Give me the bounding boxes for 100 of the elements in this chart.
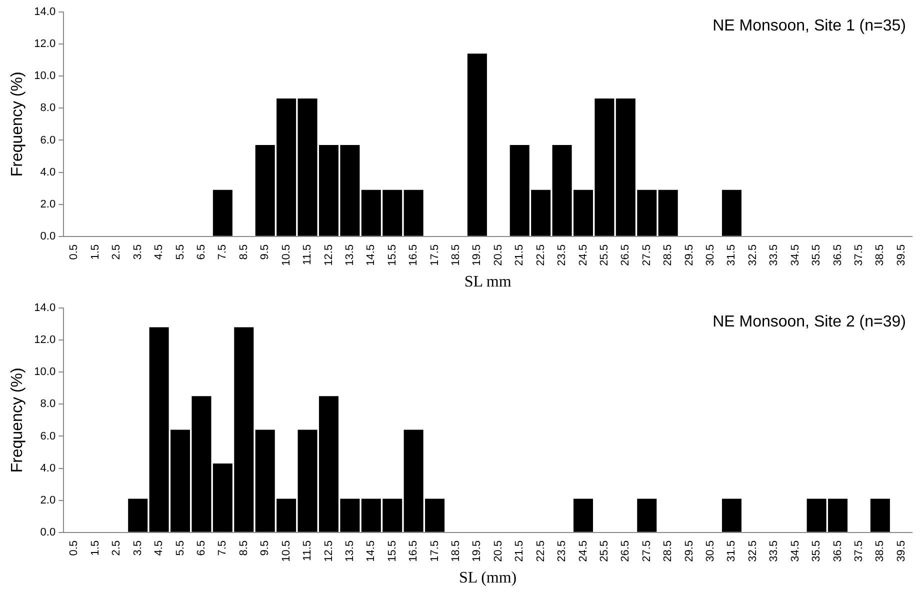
x-tick-label: 20.5 — [492, 244, 504, 266]
x-tick-label: 39.5 — [895, 244, 908, 266]
x-tick-label: 30.5 — [704, 244, 717, 266]
x-tick-label: 17.5 — [428, 244, 441, 266]
y-tick-label: 2.0 — [40, 198, 56, 210]
x-tick-label: 38.5 — [874, 540, 886, 562]
x-tick-label: 25.5 — [598, 540, 610, 562]
x-tick-label: 5.5 — [174, 244, 186, 260]
x-tick-label: 34.5 — [789, 540, 802, 562]
x-tick-label: 31.5 — [726, 244, 738, 266]
bar — [404, 190, 424, 236]
x-tick-label: 31.5 — [726, 540, 738, 562]
bar — [658, 190, 678, 236]
bar — [870, 498, 890, 532]
x-tick-label: 1.5 — [89, 244, 102, 260]
x-tick-label: 15.5 — [386, 244, 398, 266]
x-tick-label: 18.5 — [450, 540, 462, 562]
x-tick-label: 32.5 — [746, 244, 759, 266]
x-tick-label: 36.5 — [832, 540, 844, 562]
y-tick-label: 14.0 — [34, 6, 56, 18]
x-tick-label: 35.5 — [810, 540, 823, 562]
x-tick-label: 25.5 — [598, 244, 610, 266]
x-tick-label: 21.5 — [514, 540, 526, 562]
x-tick-label: 33.5 — [768, 244, 780, 266]
y-tick-label: 8.0 — [40, 102, 56, 114]
y-tick-label: 12.0 — [34, 334, 56, 346]
x-tick-label: 27.5 — [640, 540, 653, 562]
x-tick-label: 21.5 — [514, 244, 526, 266]
x-tick-label: 23.5 — [556, 244, 568, 266]
x-tick-label: 39.5 — [895, 540, 908, 562]
x-tick-label: 6.5 — [196, 540, 208, 556]
annotation: NE Monsoon, Site 1 (n=35) — [712, 17, 906, 34]
x-tick-label: 11.5 — [302, 244, 314, 265]
y-tick-label: 10.0 — [34, 366, 56, 378]
x-tick-label: 24.5 — [577, 540, 590, 562]
x-tick-label: 13.5 — [344, 540, 356, 562]
x-tick-label: 8.5 — [238, 540, 250, 556]
y-tick-label: 0.0 — [40, 230, 56, 242]
x-tick-label: 26.5 — [620, 244, 632, 266]
bar — [637, 498, 657, 532]
y-tick-label: 12.0 — [34, 38, 56, 50]
x-tick-label: 18.5 — [450, 244, 462, 266]
x-tick-label: 12.5 — [322, 540, 335, 562]
x-tick-label: 29.5 — [683, 244, 696, 266]
x-tick-label: 38.5 — [874, 244, 886, 266]
x-tick-label: 10.5 — [280, 540, 292, 562]
y-tick-label: 14.0 — [34, 302, 56, 314]
x-tick-label: 20.5 — [492, 540, 504, 562]
x-tick-label: 4.5 — [153, 540, 166, 556]
y-tick-label: 8.0 — [40, 398, 56, 410]
x-tick-label: 9.5 — [259, 244, 272, 260]
x-tick-label: 6.5 — [196, 244, 208, 260]
x-tick-label: 2.5 — [110, 540, 123, 556]
x-tick-label: 2.5 — [110, 244, 123, 260]
bar — [722, 498, 742, 532]
x-tick-label: 17.5 — [428, 540, 441, 562]
x-tick-label: 7.5 — [216, 540, 229, 556]
x-tick-label: 4.5 — [153, 244, 166, 260]
x-tick-label: 26.5 — [620, 540, 632, 562]
x-tick-label: 3.5 — [132, 540, 144, 556]
x-tick-label: 14.5 — [365, 540, 378, 562]
x-axis-title: SL (mm) — [458, 570, 517, 587]
x-tick-label: 11.5 — [302, 540, 314, 561]
x-tick-label: 30.5 — [704, 540, 717, 562]
x-tick-label: 7.5 — [216, 244, 229, 260]
x-tick-label: 13.5 — [344, 244, 356, 266]
x-tick-label: 16.5 — [408, 244, 420, 266]
bar — [212, 190, 232, 236]
x-tick-label: 10.5 — [280, 244, 292, 266]
x-tick-label: 3.5 — [132, 244, 144, 260]
x-tick-label: 37.5 — [853, 244, 866, 266]
x-tick-label: 32.5 — [746, 540, 759, 562]
x-tick-label: 28.5 — [662, 244, 674, 266]
y-tick-label: 4.0 — [40, 462, 56, 474]
y-axis-title: Frequency (%) — [9, 368, 26, 473]
x-tick-label: 9.5 — [259, 540, 272, 556]
x-tick-label: 0.5 — [68, 540, 80, 556]
x-tick-label: 24.5 — [577, 244, 590, 266]
x-tick-label: 34.5 — [789, 244, 802, 266]
x-tick-label: 16.5 — [408, 540, 420, 562]
x-tick-label: 1.5 — [89, 540, 102, 556]
bar — [467, 54, 487, 236]
bar — [128, 498, 148, 532]
x-tick-label: 27.5 — [640, 244, 653, 266]
y-tick-label: 0.0 — [40, 526, 56, 538]
y-tick-label: 10.0 — [34, 70, 56, 82]
x-tick-label: 14.5 — [365, 244, 378, 266]
x-tick-label: 33.5 — [768, 540, 780, 562]
x-tick-label: 19.5 — [471, 244, 484, 266]
x-tick-label: 15.5 — [386, 540, 398, 562]
x-tick-label: 22.5 — [534, 540, 547, 562]
y-tick-label: 2.0 — [40, 494, 56, 506]
y-tick-label: 4.0 — [40, 166, 56, 178]
x-tick-label: 35.5 — [810, 244, 823, 266]
annotation: NE Monsoon, Site 2 (n=39) — [712, 313, 906, 330]
x-tick-label: 22.5 — [534, 244, 547, 266]
x-tick-label: 28.5 — [662, 540, 674, 562]
x-tick-label: 5.5 — [174, 540, 186, 556]
x-axis-title: SL mm — [464, 274, 512, 291]
x-tick-label: 23.5 — [556, 540, 568, 562]
